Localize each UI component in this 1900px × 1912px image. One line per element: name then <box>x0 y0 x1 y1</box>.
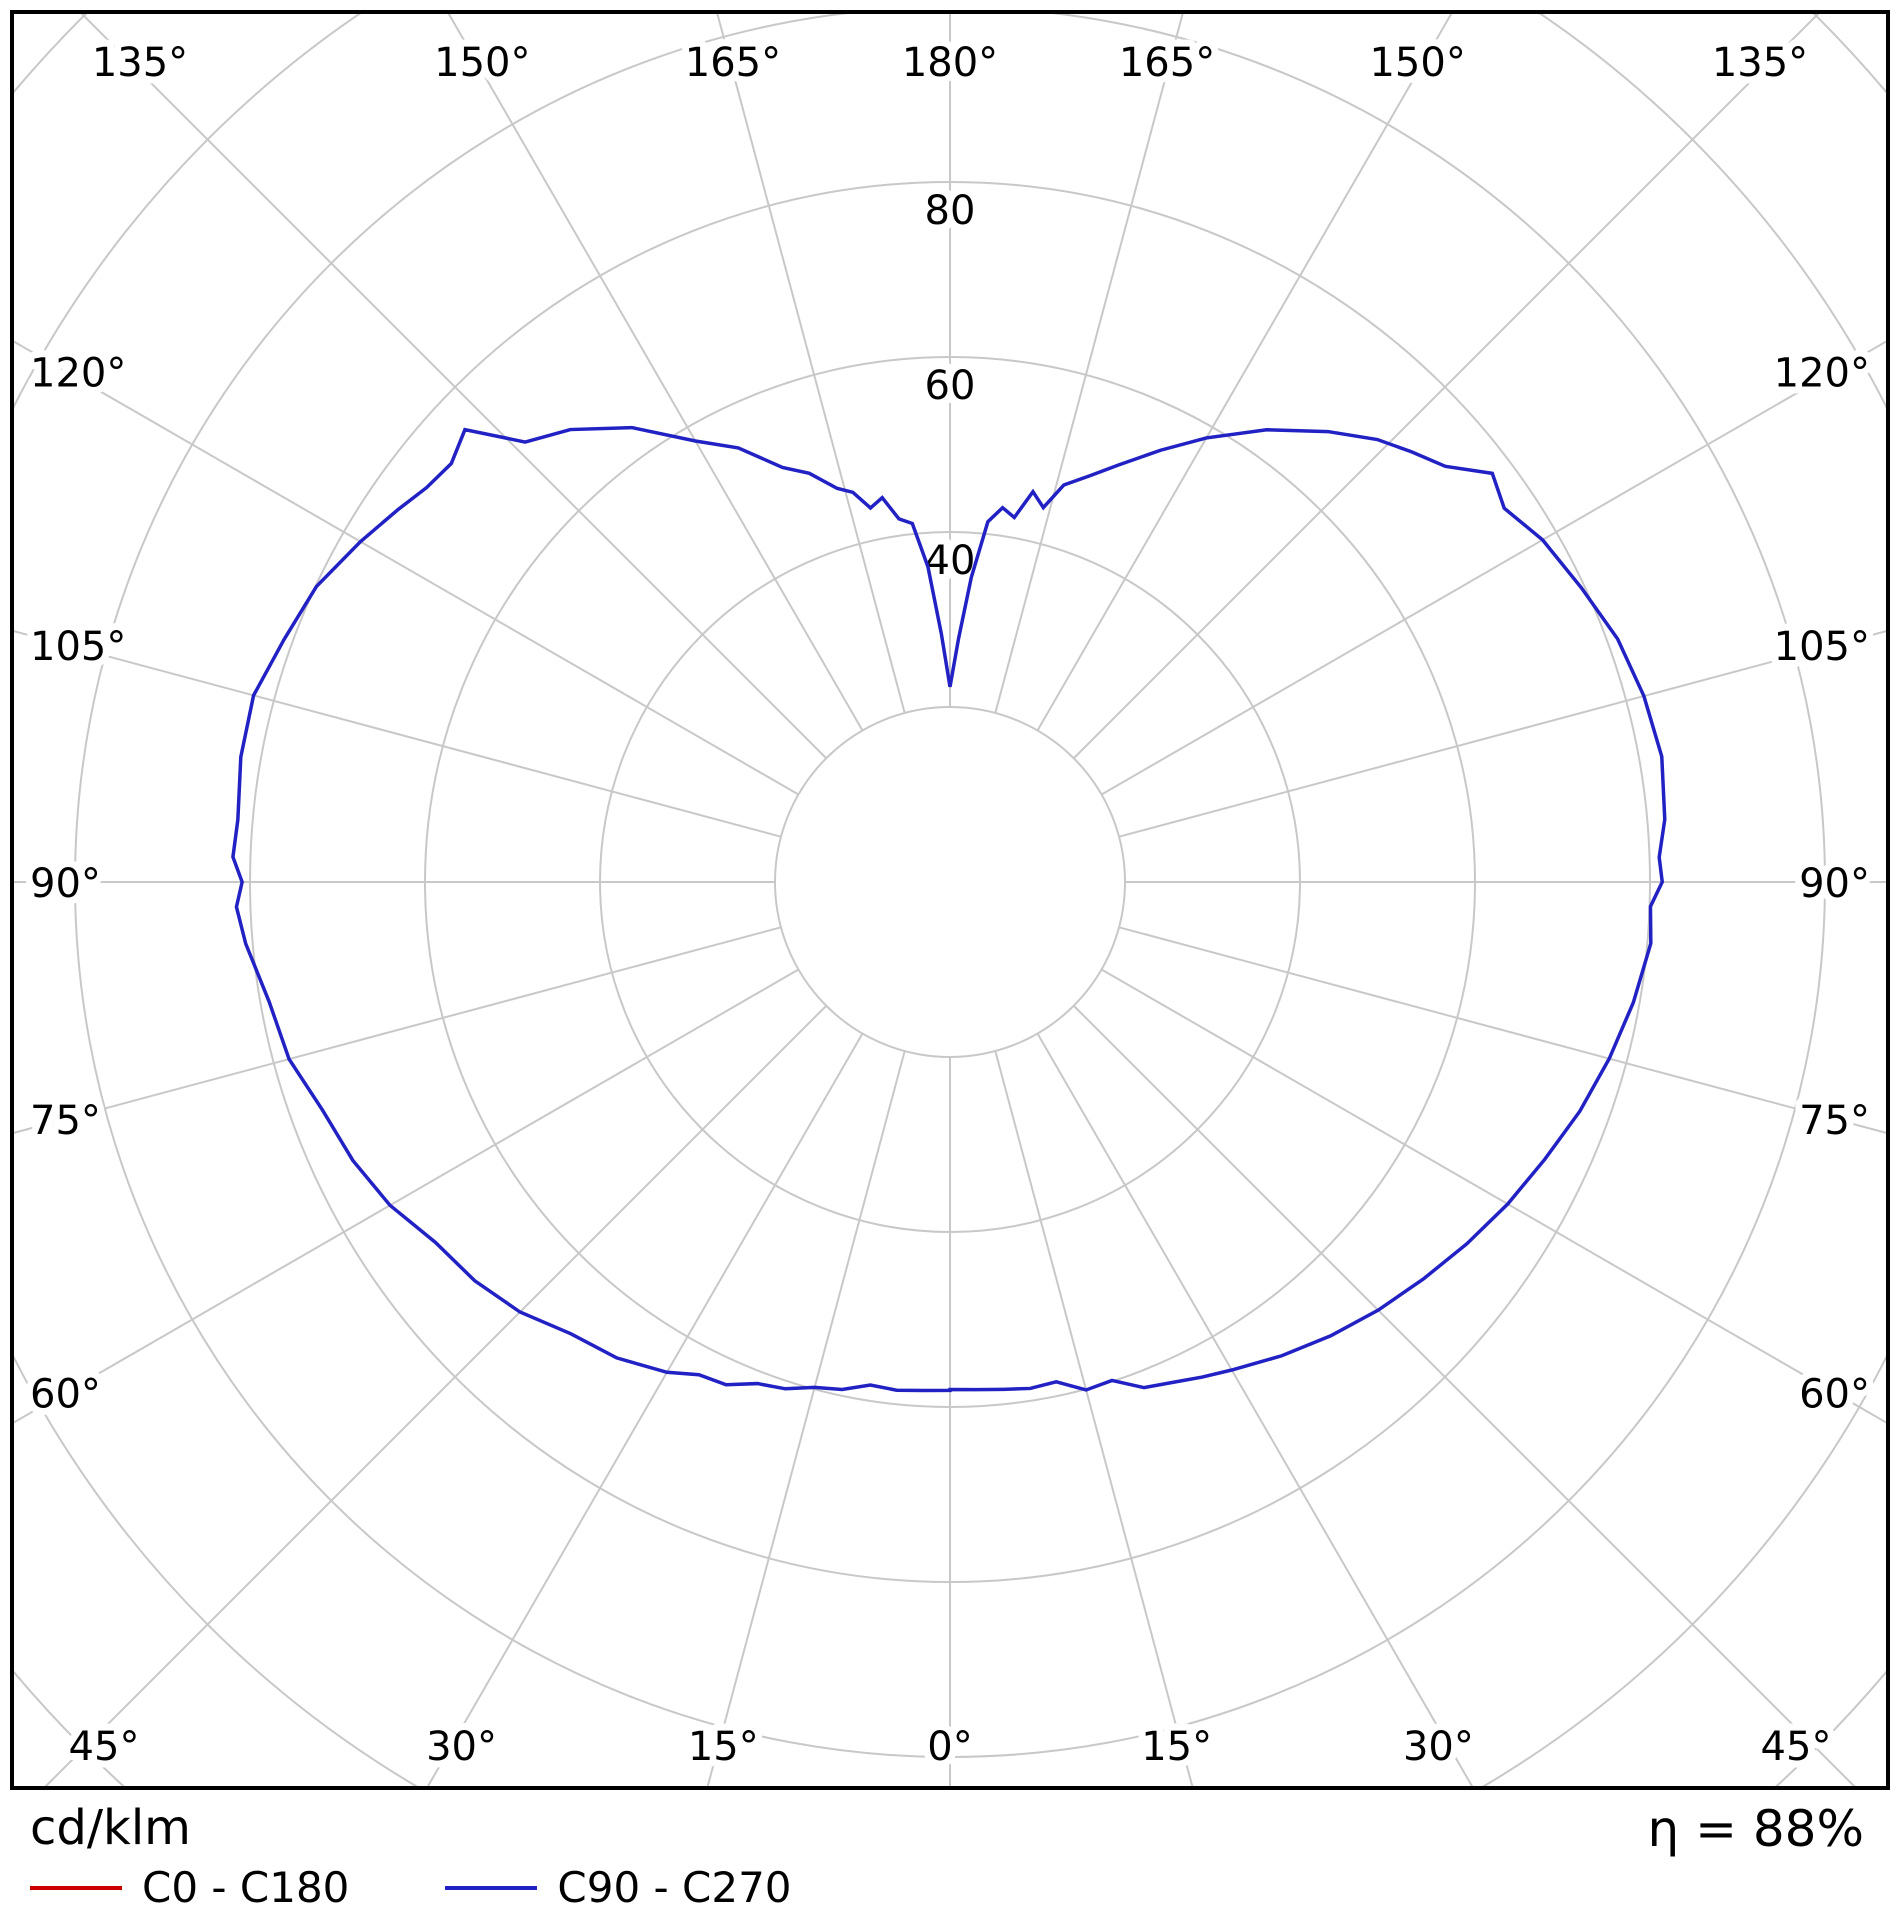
radial-tick-label: 60 <box>925 363 976 409</box>
angle-label: 45° <box>69 1724 140 1770</box>
angle-label: 30° <box>426 1724 497 1770</box>
radial-tick-label: 80 <box>925 188 976 234</box>
angle-label: 0° <box>927 1724 972 1770</box>
angle-label: 15° <box>688 1724 759 1770</box>
intensity-curve-c90-c270 <box>231 425 1667 1393</box>
angle-label: 60° <box>1799 1371 1870 1417</box>
angle-label: 180° <box>902 40 998 86</box>
angle-label: 30° <box>1403 1724 1474 1770</box>
legend: C0 - C180 C90 - C270 <box>0 1863 1900 1912</box>
angle-label: 60° <box>30 1371 101 1417</box>
efficiency-value: η = 88% <box>1647 1800 1864 1858</box>
angle-label: 165° <box>685 40 781 86</box>
angle-label: 45° <box>1761 1724 1832 1770</box>
unit-label: cd/klm <box>30 1800 191 1856</box>
legend-label-c0-c180: C0 - C180 <box>142 1863 350 1912</box>
angle-labels: 15° 15° 30° 30° 45° 45° 60° 60° 75° 75° 90° 90° 105°… <box>23 33 1877 1777</box>
radial-tick-label: 40 <box>925 538 976 584</box>
polar-chart: 15° 15° 30° 30° 45° 45° 60° 60° 75° 75° 90° 90° 105°… <box>14 14 1886 1786</box>
angle-label: 15° <box>1141 1724 1212 1770</box>
angle-label: 75° <box>1799 1098 1870 1144</box>
angle-label: 105° <box>1774 624 1870 670</box>
angle-label: 90° <box>1799 861 1870 907</box>
legend-swatch-c90-c270 <box>445 1885 538 1890</box>
angle-label: 135° <box>1712 40 1808 86</box>
angle-label: 105° <box>30 624 126 670</box>
angle-label: 150° <box>434 40 530 86</box>
angle-label: 120° <box>1774 351 1870 397</box>
radial-tick-labels: 40 60 80 <box>917 180 984 592</box>
chart-footer: cd/klm η = 88% C0 - C180 C90 - C270 <box>0 1798 1900 1912</box>
polar-chart-frame: 15° 15° 30° 30° 45° 45° 60° 60° 75° 75° 90° 90° 105°… <box>10 10 1890 1790</box>
angle-label: 165° <box>1119 40 1215 86</box>
polar-grid-spokes <box>14 14 1886 1786</box>
angle-label: 75° <box>30 1098 101 1144</box>
angle-label: 150° <box>1369 40 1465 86</box>
legend-label-c90-c270: C90 - C270 <box>557 1863 792 1912</box>
legend-item-c0-c180: C0 - C180 <box>30 1863 349 1912</box>
angle-label: 135° <box>92 40 188 86</box>
legend-swatch-c0-c180 <box>30 1885 122 1890</box>
angle-label: 90° <box>30 861 101 907</box>
angle-label: 120° <box>30 351 126 397</box>
legend-item-c90-c270: C90 - C270 <box>445 1863 792 1912</box>
footer-row: cd/klm η = 88% <box>0 1798 1900 1857</box>
